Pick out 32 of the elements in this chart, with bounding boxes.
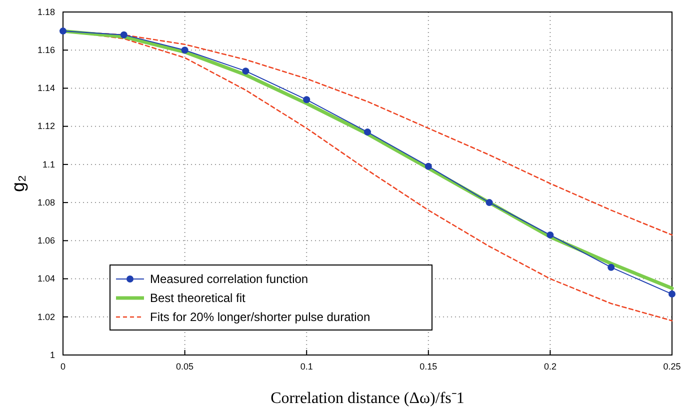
point bbox=[242, 68, 250, 75]
point bbox=[608, 264, 615, 271]
point bbox=[60, 28, 66, 35]
point bbox=[181, 46, 188, 54]
legend-label: Measured correlation function bbox=[150, 272, 308, 286]
y-tick-label: 1.04 bbox=[37, 274, 55, 284]
y-tick-label: 1.16 bbox=[37, 44, 55, 55]
x-tick-label: 0.1 bbox=[300, 361, 313, 372]
y-tick-label: 1.1 bbox=[42, 159, 55, 170]
point bbox=[486, 199, 493, 206]
y-tick-label: 1.06 bbox=[37, 236, 55, 246]
x-tick-label: 0.25 bbox=[663, 361, 681, 372]
point bbox=[364, 128, 371, 136]
y-tick-label: 1.08 bbox=[37, 197, 55, 208]
y-tick-label: 1.14 bbox=[37, 83, 55, 94]
legend-label: Best theoretical fit bbox=[150, 291, 246, 305]
y-axis-title: g₂ bbox=[8, 174, 28, 192]
x-tick-label: 0.15 bbox=[420, 361, 438, 372]
point bbox=[303, 96, 310, 104]
point bbox=[546, 231, 554, 238]
y-tick-label: 1.02 bbox=[37, 312, 55, 322]
point bbox=[424, 162, 432, 170]
x-tick-label: 0 bbox=[60, 361, 66, 372]
x-tick-label: 0.2 bbox=[544, 361, 556, 372]
y-tick-label: 1 bbox=[50, 350, 55, 360]
y-tick-label: 1.18 bbox=[37, 6, 55, 17]
x-tick-label: 0.05 bbox=[176, 361, 194, 372]
x-axis-title: Correlation distance (Δω)/fs⁻1 bbox=[270, 390, 464, 407]
point bbox=[120, 31, 128, 38]
point bbox=[668, 290, 676, 298]
legend-label: Fits for 20% longer/shorter pulse duration bbox=[150, 310, 370, 324]
y-tick-label: 1.12 bbox=[37, 121, 55, 132]
